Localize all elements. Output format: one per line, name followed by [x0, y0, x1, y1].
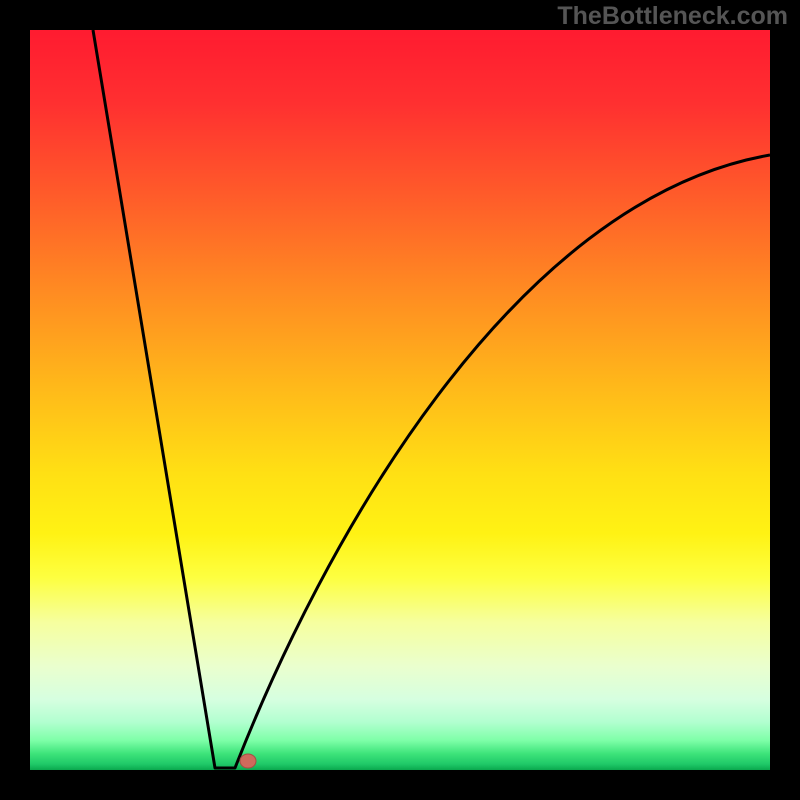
watermark-text: TheBottleneck.com [557, 2, 788, 31]
curve-layer [30, 30, 770, 770]
bottleneck-curve [93, 30, 770, 768]
plot-area [30, 30, 770, 770]
canvas-root: TheBottleneck.com [0, 0, 800, 800]
optimal-point-marker [240, 754, 256, 768]
